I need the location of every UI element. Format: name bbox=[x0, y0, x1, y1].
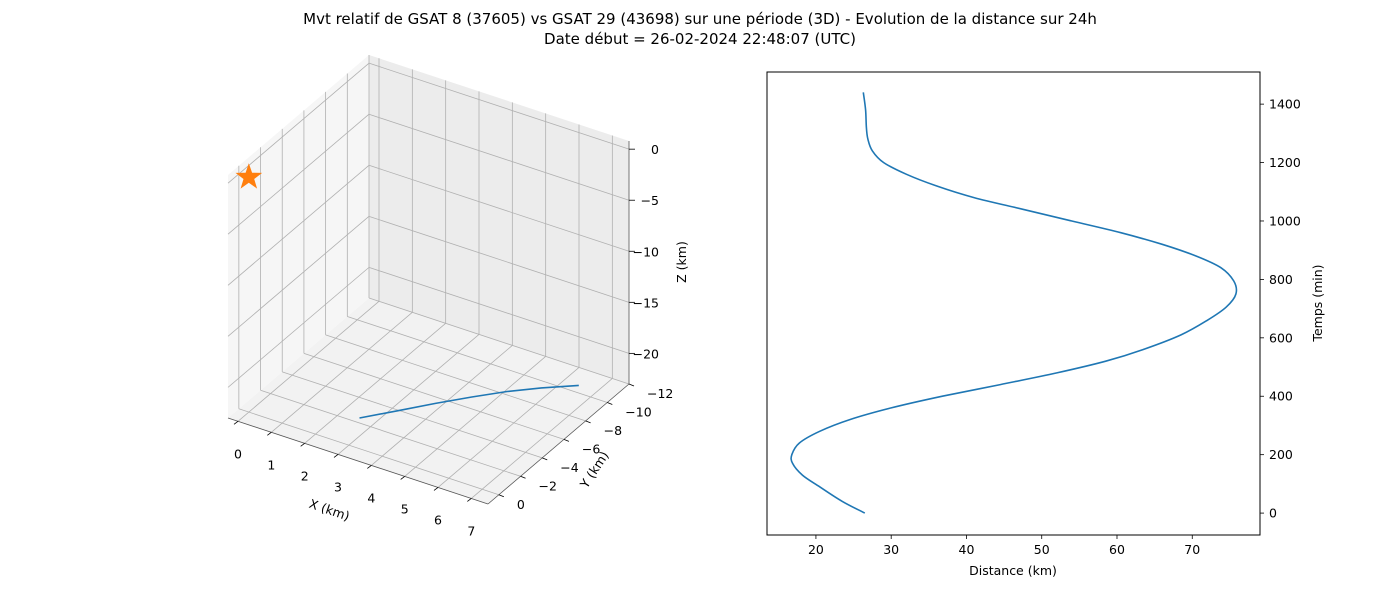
y-tick-mark bbox=[498, 494, 504, 498]
figure-subtitle: Date début = 26-02-2024 22:48:07 (UTC) bbox=[544, 30, 856, 48]
x-axis-3d-ticks: 0 1 2 3 4 5 6 7 bbox=[233, 420, 475, 538]
y-tick-label: 600 bbox=[1269, 330, 1293, 345]
grid-x-floor bbox=[371, 345, 513, 466]
y-tick-mark bbox=[607, 402, 613, 405]
grid-z-back bbox=[368, 215, 630, 303]
x-axis-2d-ticks: 20 30 40 50 60 70 bbox=[808, 535, 1200, 557]
x-axis-2d-label: Distance (km) bbox=[969, 563, 1057, 578]
z-tick-label: 0 bbox=[651, 142, 659, 157]
x-tick-label: 6 bbox=[434, 512, 442, 527]
y-tick-mark bbox=[520, 475, 526, 479]
y-tick-label: −2 bbox=[539, 478, 557, 493]
pane-floor bbox=[228, 298, 629, 504]
figure-title: Mvt relatif de GSAT 8 (37605) vs GSAT 29… bbox=[303, 10, 1097, 28]
axes-2d: 20 30 40 50 60 70 0 200 400 600 800 1000 1200 1400 D… bbox=[766, 71, 1325, 578]
y-tick-mark bbox=[563, 439, 570, 442]
y-tick-label: 0 bbox=[517, 497, 525, 512]
z-axis-3d-label: Z (km) bbox=[674, 241, 689, 283]
x-tick-label: 70 bbox=[1184, 542, 1200, 557]
x-tick-mark bbox=[333, 454, 339, 458]
x-tick-label: 60 bbox=[1109, 542, 1125, 557]
x-tick-mark bbox=[267, 432, 272, 436]
x-tick-label: 30 bbox=[883, 542, 899, 557]
y-tick-mark bbox=[628, 383, 635, 387]
z-tick-label: −10 bbox=[633, 244, 659, 259]
grid-x-floor bbox=[304, 323, 446, 444]
y-tick-label: 800 bbox=[1269, 272, 1293, 287]
y-tick-label: −4 bbox=[560, 460, 578, 475]
y-tick-mark bbox=[542, 457, 548, 461]
grid-x-floor bbox=[404, 356, 546, 477]
grid-z-left bbox=[227, 113, 370, 235]
y-tick-label: 1200 bbox=[1269, 155, 1301, 170]
pane-left bbox=[228, 55, 369, 418]
y-tick-label: 200 bbox=[1269, 447, 1293, 462]
y-axis-2d-label: Temps (min) bbox=[1310, 264, 1325, 342]
grid-y-floor bbox=[303, 353, 565, 440]
grid-x-floor bbox=[237, 301, 380, 422]
x-tick-mark bbox=[467, 498, 472, 502]
grid-y-floor bbox=[260, 389, 521, 477]
grid-z-left bbox=[227, 216, 370, 337]
x-tick-mark bbox=[400, 476, 405, 480]
x-tick-label: 20 bbox=[808, 542, 824, 557]
y-axis-2d-ticks: 0 200 400 600 800 1000 1200 1400 bbox=[1260, 97, 1301, 521]
distance-line bbox=[790, 92, 1238, 514]
axes-2d-frame bbox=[766, 71, 1261, 536]
x-tick-label: 50 bbox=[1034, 542, 1050, 557]
y-tick-label: 400 bbox=[1269, 389, 1293, 404]
z-tick-label: −20 bbox=[633, 346, 659, 361]
y-axis-3d-line bbox=[487, 383, 630, 505]
grid-x-floor bbox=[271, 312, 413, 433]
grid-z-left bbox=[227, 164, 370, 286]
z-axis-3d-ticks: 0 −5 −10 −15 −20 bbox=[629, 142, 659, 361]
grid-z-back bbox=[368, 266, 630, 354]
axes-3d-grid bbox=[227, 55, 630, 499]
grid-y-floor bbox=[238, 408, 499, 496]
grid-y-floor bbox=[282, 371, 543, 459]
x-tick-mark bbox=[367, 465, 372, 469]
origin-star-marker bbox=[235, 163, 263, 189]
pane-back bbox=[369, 55, 629, 384]
y-tick-label: −12 bbox=[647, 386, 673, 401]
grid-x-floor bbox=[337, 334, 480, 455]
x-tick-label: 3 bbox=[334, 479, 342, 494]
grid-x-floor bbox=[471, 378, 613, 499]
x-tick-label: 5 bbox=[401, 501, 409, 516]
grid-z-back bbox=[368, 62, 630, 150]
z-tick-label: −5 bbox=[641, 193, 659, 208]
grid-z-back bbox=[368, 113, 630, 201]
grid-z-left bbox=[227, 62, 370, 184]
grid-z-back bbox=[368, 164, 630, 252]
grid-y-floor bbox=[347, 316, 608, 403]
y-tick-label: 1000 bbox=[1269, 213, 1301, 228]
trajectory-3d-line bbox=[359, 384, 579, 419]
y-tick-label: −10 bbox=[625, 404, 651, 419]
y-tick-label: 0 bbox=[1269, 506, 1277, 521]
y-tick-mark bbox=[585, 420, 591, 424]
x-tick-mark bbox=[300, 443, 305, 447]
x-axis-3d-label: X (km) bbox=[307, 496, 351, 524]
x-tick-label: 40 bbox=[959, 542, 975, 557]
x-tick-label: 2 bbox=[301, 468, 309, 483]
z-tick-label: −15 bbox=[633, 295, 659, 310]
x-tick-label: 0 bbox=[234, 446, 242, 461]
x-tick-label: 7 bbox=[467, 523, 475, 538]
axes-3d-panes bbox=[228, 55, 629, 504]
x-tick-label: 4 bbox=[367, 490, 375, 505]
x-tick-label: 1 bbox=[267, 457, 275, 472]
y-tick-label: 1400 bbox=[1269, 97, 1301, 112]
y-axis-3d-ticks: 0 −2−4 −6 −8−10 −12 bbox=[498, 383, 673, 512]
grid-y-floor bbox=[325, 334, 586, 422]
x-tick-mark bbox=[433, 487, 439, 491]
y-tick-label: −8 bbox=[604, 423, 622, 438]
y-tick-label: −6 bbox=[582, 441, 600, 456]
x-tick-mark bbox=[233, 420, 239, 425]
grid-y-floor bbox=[368, 297, 630, 385]
grid-z-left bbox=[227, 267, 370, 388]
